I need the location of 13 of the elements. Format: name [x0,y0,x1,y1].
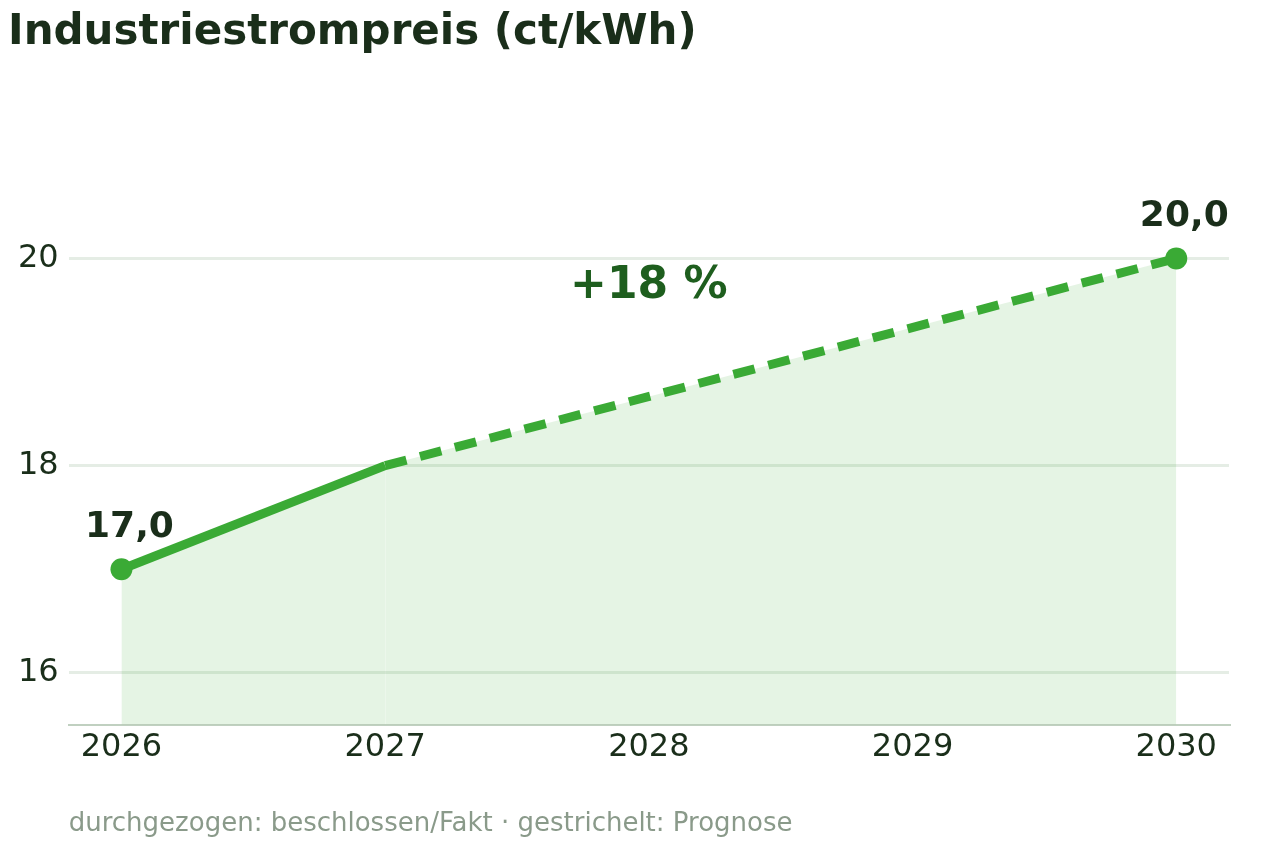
text: durchgezogen: beschlossen/Fakt · gestrichelt: Prognose [68,806,793,837]
x-tick-label: 2030 [1135,726,1217,765]
x-tick-label: 2027 [344,726,426,765]
data-label: 20,0 [1139,192,1229,234]
chart-title: Industriestrompreis (ct/kWh) [8,5,697,55]
x-tick-label: 2028 [608,726,690,765]
x-tick-label: 2029 [871,726,954,765]
y-tick-label: 16 [18,651,59,690]
x-tick-label: 2026 [80,726,163,765]
annotation: +18 % [570,256,728,308]
y-tick-label: 18 [18,443,59,482]
data-label: 17,0 [85,503,174,545]
y-tick-label: 20 [18,236,59,275]
